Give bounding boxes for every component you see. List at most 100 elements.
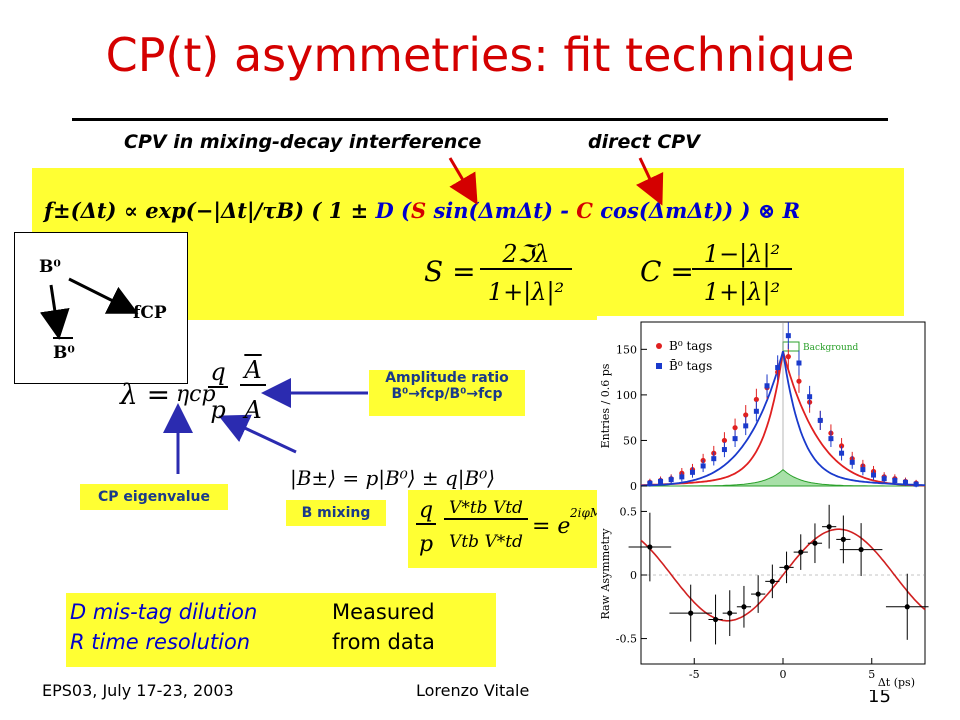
top-ytick-label: 50 bbox=[623, 434, 637, 447]
top-point-b0 bbox=[721, 437, 728, 444]
top-point-b0bar bbox=[902, 479, 908, 485]
asymmetry-point bbox=[812, 540, 818, 546]
top-point-b0bar bbox=[743, 423, 749, 429]
xtick-label: 0 bbox=[780, 668, 787, 681]
top-point-b0bar bbox=[881, 476, 887, 482]
top-ytick-label: 150 bbox=[616, 343, 637, 356]
top-point-b0bar bbox=[828, 436, 834, 442]
note-desc: from data bbox=[332, 630, 435, 654]
asymmetry-point bbox=[741, 604, 747, 610]
top-point-b0bar bbox=[689, 469, 695, 475]
asymmetry-point bbox=[647, 544, 653, 550]
top-point-b0bar bbox=[817, 417, 823, 423]
note-desc: Measured bbox=[332, 600, 435, 624]
asymmetry-point bbox=[783, 564, 790, 570]
amplitude-ratio-line2: B⁰→fcp/B⁰→fcp bbox=[391, 386, 503, 402]
top-point-b0bar bbox=[711, 456, 717, 462]
note-row: R time resolution from data bbox=[70, 627, 435, 657]
C-denominator: 1+|λ|² bbox=[703, 278, 781, 306]
subtitle-mixing-decay: CPV in mixing-decay interference bbox=[124, 131, 482, 153]
slide-title: CP(t) asymmetries: fit technique bbox=[105, 28, 855, 82]
top-point-b0 bbox=[743, 412, 749, 418]
b-mixing-label: B mixing bbox=[286, 500, 386, 526]
top-point-b0bar bbox=[647, 480, 653, 486]
top-point-b0bar bbox=[775, 365, 781, 371]
top-point-b0bar bbox=[753, 408, 759, 414]
title-divider bbox=[72, 118, 888, 121]
bottom-ytick-label: -0.5 bbox=[616, 633, 637, 646]
formula-f: f±(Δt) bbox=[44, 198, 117, 223]
top-point-b0bar bbox=[839, 450, 845, 456]
amplitude-ratio-label: Amplitude ratio B⁰→fcp/B⁰→fcp bbox=[369, 370, 525, 416]
top-point-b0bar bbox=[679, 474, 685, 480]
top-point-b0bar bbox=[860, 467, 866, 473]
S-denominator: 1+|λ|² bbox=[487, 278, 565, 306]
top-point-b0bar bbox=[913, 481, 919, 487]
asymmetry-point bbox=[688, 610, 694, 616]
cp-eigenvalue-label: CP eigenvalue bbox=[80, 484, 228, 510]
decay-rate-formula: f±(Δt) ∝ exp(−|Δt|/τB) ( 1 ± D (S sin(Δm… bbox=[44, 198, 800, 223]
legend-b0bar: B̄⁰ tags bbox=[669, 358, 712, 373]
mixing-triangle-diagram: B⁰ fCP B⁰ bbox=[14, 232, 188, 384]
footer-author: Lorenzo Vitale bbox=[416, 681, 530, 700]
C-lhs: C = bbox=[640, 255, 694, 288]
lambda-lhs: λ = bbox=[120, 378, 171, 411]
fcp-label: fCP bbox=[133, 303, 167, 323]
top-point-b0bar bbox=[785, 333, 791, 339]
arrow-to-S bbox=[448, 157, 478, 205]
asymmetry-point bbox=[904, 604, 910, 610]
asymmetry-fit-curve bbox=[640, 528, 926, 622]
formula-cos: cos(ΔmΔt)) ) ⊗ R bbox=[600, 198, 801, 223]
page-number: 15 bbox=[868, 686, 891, 707]
top-point-b0bar bbox=[668, 477, 674, 483]
bottom-ytick-label: 0 bbox=[630, 569, 637, 582]
S-numerator: 2ℑλ bbox=[480, 240, 572, 270]
asymmetry-point bbox=[755, 591, 761, 597]
asymmetry-point bbox=[727, 610, 733, 616]
asymmetry-point bbox=[712, 616, 719, 623]
triangle-arrows bbox=[39, 277, 139, 340]
note-term: R time resolution bbox=[70, 630, 251, 654]
asymmetry-point bbox=[798, 549, 804, 555]
top-point-b0bar bbox=[732, 436, 738, 442]
top-point-b0 bbox=[732, 425, 738, 431]
top-point-b0bar bbox=[721, 447, 727, 453]
background-fill bbox=[641, 468, 925, 487]
top-point-b0bar bbox=[871, 472, 877, 478]
xtick-label: 5 bbox=[868, 668, 875, 681]
top-point-b0bar bbox=[849, 459, 855, 465]
top-point-b0bar bbox=[700, 463, 706, 469]
S-lhs: S = bbox=[424, 255, 476, 288]
qp-q: q bbox=[416, 498, 436, 525]
legend-background: Background bbox=[803, 343, 859, 353]
bottom-ylabel: Raw Asymmetry bbox=[599, 528, 612, 620]
qp-numerator: V*tb Vtd bbox=[444, 498, 528, 520]
asymmetry-point bbox=[840, 536, 846, 542]
arrow-mixing bbox=[218, 414, 297, 454]
qp-p: p bbox=[418, 532, 434, 557]
top-point-b0bar bbox=[764, 383, 770, 389]
legend-b0: B⁰ tags bbox=[669, 339, 712, 353]
formula-paren: ( bbox=[401, 198, 411, 223]
bottom-ytick-label: 0.5 bbox=[620, 505, 638, 518]
asymmetry-point bbox=[769, 578, 775, 584]
q-over-p-num: q bbox=[208, 358, 228, 388]
top-point-b0 bbox=[753, 396, 759, 403]
notes-box: D mis-tag dilution Measured R time resolu… bbox=[66, 593, 496, 667]
note-term: D mis-tag dilution bbox=[70, 600, 258, 624]
b0-top-label: B⁰ bbox=[39, 257, 61, 277]
formula-prop: ∝ exp(−|Δt|/τB) ( 1 ± bbox=[123, 198, 369, 223]
asymmetry-point bbox=[826, 524, 832, 530]
q-over-p-den: p bbox=[210, 396, 226, 424]
top-point-b0bar bbox=[807, 394, 813, 400]
top-point-b0bar bbox=[892, 478, 898, 484]
top-point-b0bar bbox=[658, 478, 664, 484]
top-ytick-label: 100 bbox=[616, 389, 637, 402]
A-den: A bbox=[244, 396, 262, 424]
top-ylabel: Entries / 0.6 ps bbox=[599, 363, 612, 448]
asymmetry-point bbox=[858, 546, 864, 553]
qp-exponent: 2iφM bbox=[570, 506, 603, 520]
top-point-b0 bbox=[796, 378, 802, 384]
subtitle-direct-cpv: direct CPV bbox=[588, 131, 700, 153]
